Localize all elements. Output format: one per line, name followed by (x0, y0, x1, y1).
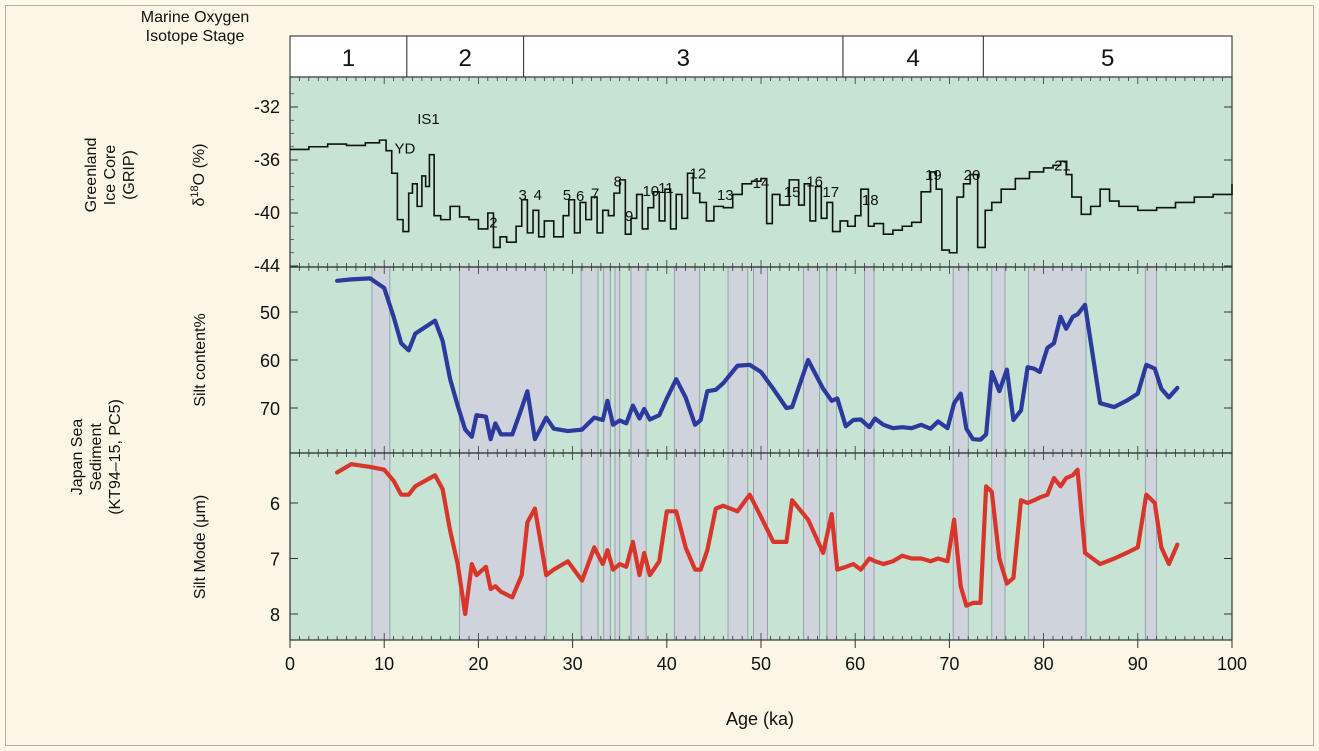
stage-label-line1: Marine Oxygen (141, 9, 250, 26)
x-tick-label: 100 (1217, 654, 1247, 674)
japan-line3: (KT94–15, PC5) (107, 399, 124, 515)
event-label-14: 14 (753, 175, 770, 192)
x-tick-label: 30 (563, 654, 583, 674)
silt-content-ylabel: Silt content% (192, 313, 209, 406)
grip-y-tick-label: -36 (254, 150, 280, 170)
stage-header-box (289, 35, 1233, 78)
greenland-line3: (GRIP) (121, 150, 138, 200)
silt_mode-y-tick-label: 7 (270, 550, 280, 570)
event-label-16: 16 (806, 174, 823, 191)
stage-label-5: 5 (1101, 45, 1114, 72)
grip-y-tick-label: -40 (254, 203, 280, 223)
event-label-17: 17 (822, 184, 839, 201)
x-tick-label: 40 (657, 654, 677, 674)
event-label-7: 7 (591, 185, 599, 202)
x-tick-label: 20 (468, 654, 488, 674)
japan-line2: Sediment (88, 423, 105, 491)
event-label-8: 8 (614, 174, 622, 191)
silt_content-y-tick-label: 60 (260, 351, 280, 371)
x-tick-label: 80 (1034, 654, 1054, 674)
event-label-21: 21 (1054, 158, 1071, 175)
event-label-yd: YD (395, 140, 416, 157)
stage-label-1: 1 (342, 45, 355, 72)
event-label-3: 3 (519, 187, 527, 204)
event-label-9: 9 (625, 208, 633, 225)
greenland-line1: Greenland (83, 138, 100, 213)
x-tick-label: 90 (1128, 654, 1148, 674)
x-tick-label: 0 (285, 654, 295, 674)
event-label-19: 19 (925, 167, 942, 184)
event-label-15: 15 (784, 184, 801, 201)
grip-ylabel-rest: O (%) (191, 144, 208, 186)
stage-label-3: 3 (677, 45, 690, 72)
greenland-group-label: Greenland Ice Core (GRIP) (83, 138, 138, 213)
x-tick-label: 70 (939, 654, 959, 674)
x-tick-label: 50 (751, 654, 771, 674)
japan-line1: Japan Sea (69, 419, 86, 496)
x-axis-label: Age (ka) (726, 709, 794, 729)
silt_mode-series-line (335, 462, 1180, 617)
grip-ylabel-sup: 18 (189, 185, 201, 197)
event-label-6: 6 (576, 188, 584, 205)
stage-header: Marine Oxygen Isotope Stage (141, 9, 250, 45)
grip-series-line (290, 139, 1233, 254)
silt_mode-y-tick-label: 8 (270, 605, 280, 625)
silt_content-y-tick-label: 50 (260, 303, 280, 323)
event-label-18: 18 (862, 192, 879, 209)
x-tick-label: 10 (374, 654, 394, 674)
event-label-5: 5 (563, 187, 571, 204)
x-tick-label: 60 (845, 654, 865, 674)
grip-ylabel-main: δ (191, 197, 208, 206)
grip-y-tick-label: -32 (254, 97, 280, 117)
event-label-2: 2 (489, 215, 497, 232)
stage-label-4: 4 (906, 45, 919, 72)
japan-group-label: Japan Sea Sediment (KT94–15, PC5) (69, 399, 124, 515)
panel-bg-grip (290, 77, 1232, 267)
stage-label-2: 2 (459, 45, 472, 72)
event-label-is1: IS1 (417, 111, 440, 128)
silt_content-y-tick-label: 70 (260, 399, 280, 419)
silt-mode-ylabel: Silt Mode (μm) (192, 495, 209, 599)
grip-y-tick-label: -44 (254, 256, 280, 276)
event-label-11: 11 (658, 180, 674, 197)
event-label-20: 20 (964, 167, 981, 184)
event-label-13: 13 (717, 187, 734, 204)
grip-ylabel: δ18O (%) (189, 144, 208, 207)
event-label-12: 12 (690, 166, 707, 183)
stage-label-line2: Isotope Stage (146, 28, 245, 45)
event-label-10: 10 (642, 183, 659, 200)
event-label-4: 4 (534, 187, 542, 204)
greenland-line2: Ice Core (102, 145, 119, 206)
silt_mode-y-tick-label: 6 (270, 494, 280, 514)
silt_content-series-line (335, 276, 1180, 442)
